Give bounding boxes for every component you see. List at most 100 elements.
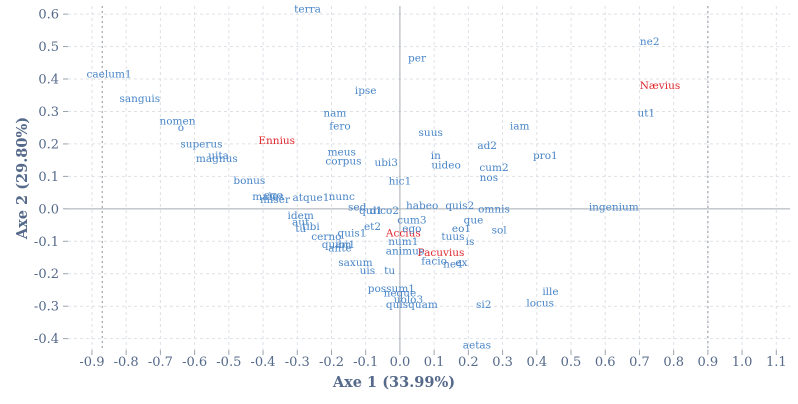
word-label: quam	[322, 239, 352, 251]
x-tick-label: 0.2	[458, 355, 479, 370]
word-label: uis	[360, 265, 376, 277]
y-tick-label: -0.2	[34, 267, 59, 282]
word-label: iam	[510, 121, 530, 133]
y-tick-label: 0.3	[38, 105, 59, 120]
x-tick-label: -0.4	[251, 355, 276, 370]
word-label: et2	[364, 221, 381, 233]
word-label: ne2	[640, 36, 660, 48]
x-tick-label: -0.3	[285, 355, 310, 370]
word-label: eo1	[452, 223, 471, 235]
axis-ticks: -0.9 -0.8 -0.7 -0.6 -0.5 -0.4 -0.3 -0.2 -0.1 0.0 0…	[34, 8, 787, 370]
word-label: neque	[384, 288, 417, 300]
word-label: habeo	[406, 200, 438, 212]
word-label: atque1	[293, 192, 330, 204]
x-tick-label: -0.9	[79, 355, 104, 370]
word-label: sol	[492, 224, 508, 236]
word-label: dico2	[370, 205, 399, 217]
word-label: corpus	[325, 155, 361, 167]
word-label: ingenium	[589, 202, 639, 214]
y-tick-label: -0.3	[34, 300, 59, 315]
word-label: que	[464, 215, 484, 227]
word-label: nunc	[329, 191, 355, 203]
word-label: sed	[348, 202, 367, 214]
x-tick-label: 0.7	[629, 355, 650, 370]
word-label: ut1	[637, 108, 655, 120]
word-label: idem	[288, 210, 314, 222]
word-label: possum1	[368, 283, 415, 295]
word-label: ante	[328, 242, 351, 254]
word-label: magnus	[196, 153, 238, 165]
x-tick-label: -0.7	[148, 355, 173, 370]
y-tick-label: 0.2	[38, 137, 59, 152]
x-tick-label: 0.1	[424, 355, 445, 370]
word-label: ibi1	[335, 239, 355, 251]
word-label: miser	[260, 194, 291, 206]
word-label: in	[431, 150, 441, 162]
word-label: locus	[526, 297, 554, 309]
word-label: malus	[252, 191, 284, 203]
word-label: saxum	[338, 257, 372, 269]
word-label: tu	[384, 265, 395, 277]
x-tick-label: 0.5	[561, 355, 582, 370]
word-label: caelum1	[86, 69, 131, 81]
word-label: quis1	[338, 228, 367, 240]
y-tick-label: 0.0	[38, 202, 59, 217]
x-tick-label: -0.1	[353, 355, 378, 370]
word-label: nos	[480, 172, 498, 184]
word-label: sanguis	[120, 93, 161, 105]
word-label: ille	[542, 286, 558, 298]
x-tick-label: 1.0	[732, 355, 753, 370]
word-label: o	[178, 122, 184, 134]
x-tick-label: -0.8	[114, 355, 139, 370]
word-label: cum2	[479, 162, 508, 174]
y-tick-label: 0.6	[38, 8, 59, 23]
x-axis-title: Axe 1 (33.99%)	[332, 374, 455, 391]
word-label: ipse	[355, 85, 377, 97]
word-label: cerno	[311, 231, 341, 243]
y-tick-label: -0.4	[34, 332, 59, 347]
word-label: nomen	[159, 116, 195, 128]
x-tick-label: 0.3	[492, 355, 513, 370]
word-label: suus	[419, 127, 443, 139]
author-label: Accius	[385, 228, 421, 240]
word-label: ad2	[477, 140, 497, 152]
word-label: bonus	[233, 175, 265, 187]
word-label: aut	[292, 216, 310, 228]
word-label: terra	[294, 4, 321, 16]
author-label: Nævius	[640, 80, 681, 92]
word-label: num1	[388, 236, 418, 248]
x-tick-label: 0.8	[663, 355, 684, 370]
word-label: aetas	[463, 340, 491, 352]
x-tick-label: -0.6	[182, 355, 207, 370]
word-label: uideo	[431, 160, 460, 172]
word-label: ego	[402, 223, 421, 235]
word-label: facio	[421, 255, 447, 267]
word-label: ego	[264, 189, 283, 201]
word-label: ubi3	[374, 157, 398, 169]
x-tick-label: -0.2	[319, 355, 344, 370]
word-label: si2	[476, 299, 491, 311]
x-tick-label: 0.9	[698, 355, 719, 370]
word-label: is	[466, 236, 475, 248]
x-tick-label: -0.5	[216, 355, 241, 370]
author-label: Pacuvius	[418, 247, 465, 259]
author-label: Ennius	[258, 135, 295, 147]
x-tick-label: 1.1	[766, 355, 787, 370]
word-label: hic1	[389, 176, 412, 188]
word-label: quis2	[445, 200, 474, 212]
word-label: pro1	[533, 150, 558, 162]
word-label: omnis	[478, 203, 510, 215]
word-label: quisquam	[386, 299, 438, 311]
word-label: nam	[323, 108, 346, 120]
word-label: fero	[329, 121, 350, 133]
word-label: meus	[328, 147, 356, 159]
y-tick-label: 0.1	[38, 170, 59, 185]
word-label: uolo3	[394, 294, 423, 306]
word-label: superus	[180, 138, 222, 150]
y-tick-label: 0.5	[38, 40, 59, 55]
x-tick-label: 0.0	[390, 355, 411, 370]
y-tick-label: -0.1	[34, 235, 59, 250]
word-label: per	[408, 52, 427, 64]
word-label: qui1	[359, 205, 383, 217]
